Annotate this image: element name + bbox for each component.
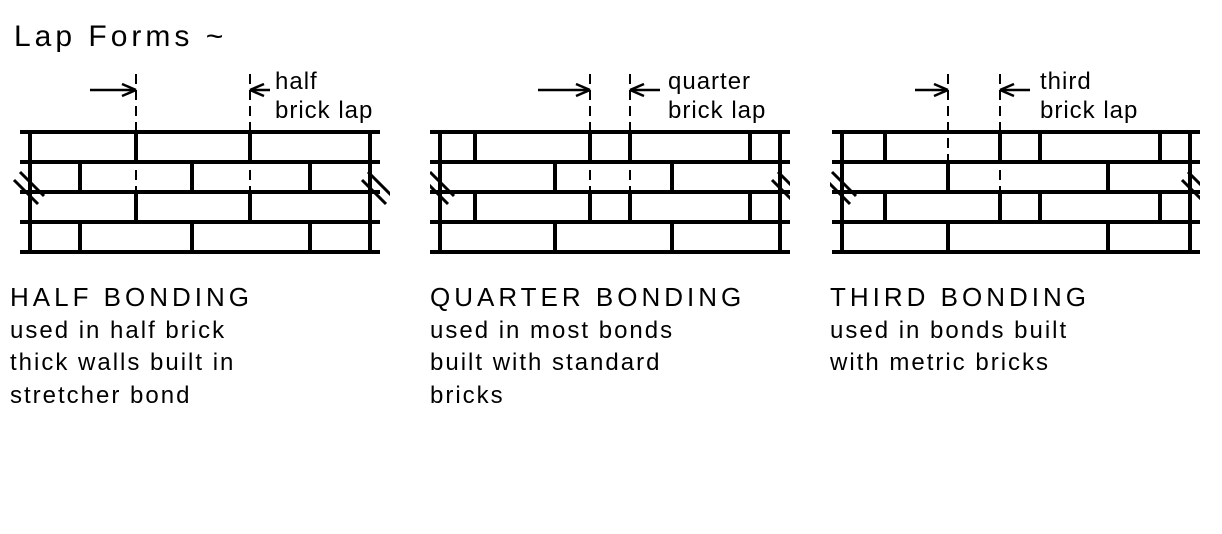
caption-desc-half: used in half brick thick walls built in … [10, 315, 390, 412]
panel-third: third brick lap THIRD BONDINGused in bond… [830, 62, 1200, 380]
lap-label-half: half brick lap [275, 68, 373, 126]
diagram-row: half brick lap HALF BONDINGused in half b… [10, 62, 1212, 412]
caption-quarter: QUARTER BONDINGused in most bonds built … [430, 282, 790, 412]
panel-half: half brick lap HALF BONDINGused in half b… [10, 62, 390, 412]
caption-title-half: HALF BONDING [10, 282, 390, 313]
caption-desc-quarter: used in most bonds built with standard b… [430, 315, 790, 412]
lap-label-quarter: quarter brick lap [668, 68, 766, 126]
brick-diagram-third: third brick lap [830, 62, 1200, 264]
page-title: Lap Forms ~ [14, 20, 1212, 54]
brick-diagram-half: half brick lap [10, 62, 390, 264]
caption-half: HALF BONDINGused in half brick thick wal… [10, 282, 390, 412]
panel-quarter: quarter brick lap QUARTER BONDINGused in … [430, 62, 790, 412]
caption-third: THIRD BONDINGused in bonds built with me… [830, 282, 1200, 380]
lap-label-third: third brick lap [1040, 68, 1138, 126]
caption-desc-third: used in bonds built with metric bricks [830, 315, 1200, 380]
caption-title-third: THIRD BONDING [830, 282, 1200, 313]
caption-title-quarter: QUARTER BONDING [430, 282, 790, 313]
brick-diagram-quarter: quarter brick lap [430, 62, 790, 264]
